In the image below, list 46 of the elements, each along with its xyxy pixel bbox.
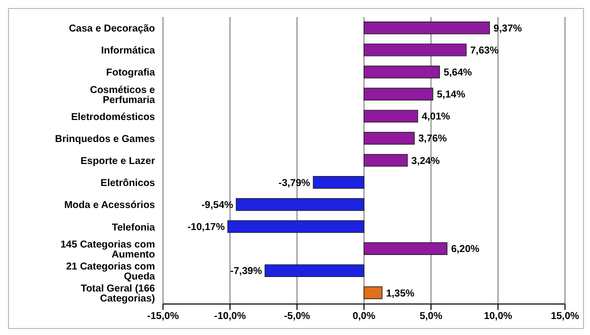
- y-tick-label: Casa e Decoração: [68, 24, 155, 35]
- bar: [364, 154, 408, 167]
- bar: [364, 22, 490, 34]
- y-tick-label: Eletrodomésticos: [71, 112, 156, 123]
- x-tick-label: 15,0%: [550, 311, 580, 322]
- x-tick-label: 10,0%: [484, 311, 512, 322]
- y-tick-label: Fotografia: [106, 68, 156, 79]
- data-label: -10,17%: [187, 222, 225, 234]
- data-label: 9,37%: [494, 23, 522, 34]
- y-tick-label: 145 Categorias com Aumento: [60, 239, 156, 260]
- x-tick-label: -5,0%: [284, 311, 310, 322]
- bar: [364, 110, 418, 123]
- bar: [312, 176, 364, 189]
- bar: [264, 264, 364, 278]
- data-label: 1,35%: [386, 288, 415, 300]
- data-label: -3,79%: [278, 178, 310, 189]
- data-label: 5,64%: [444, 68, 472, 79]
- y-tick-label: Cosméticos e Perfumaria: [90, 84, 156, 106]
- data-label: 4,01%: [422, 112, 450, 123]
- bar: [364, 242, 448, 255]
- y-tick-label: Telefonia: [112, 222, 156, 234]
- bar: [227, 220, 364, 233]
- bar: [236, 198, 364, 211]
- bar: [364, 66, 440, 78]
- x-tick-label: -10,0%: [214, 311, 246, 322]
- data-label: 3,76%: [418, 134, 447, 145]
- y-tick-label: Moda e Acessórios: [64, 200, 156, 212]
- data-label: 5,14%: [436, 90, 466, 101]
- y-tick-label: Brinquedos e Games: [54, 134, 156, 145]
- bar: [364, 44, 467, 56]
- data-label: -9,54%: [201, 200, 234, 211]
- bar: [364, 132, 415, 145]
- data-label: 7,63%: [470, 45, 499, 56]
- x-tick-label: -15,0%: [147, 311, 179, 322]
- y-tick-label: Eletrônicos: [100, 178, 156, 190]
- x-tick-label: 5,0%: [420, 311, 443, 322]
- y-tick-label: Esporte e Lazer: [80, 156, 156, 168]
- data-label: 6,20%: [451, 244, 480, 256]
- y-tick-label: Informática: [101, 46, 156, 57]
- y-tick-label: Total Geral (166 Categorias): [80, 284, 156, 305]
- y-tick-label: 21 Categorias com Queda: [66, 261, 156, 282]
- x-tick-label: 0,0%: [352, 311, 376, 322]
- bar: [364, 286, 382, 300]
- bar: [364, 88, 434, 100]
- data-label: 3,24%: [411, 156, 440, 167]
- data-label: -7,39%: [230, 266, 262, 278]
